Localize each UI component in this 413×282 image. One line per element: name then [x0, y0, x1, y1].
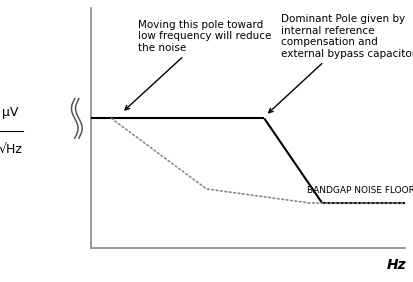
Text: BANDGAP NOISE FLOOR: BANDGAP NOISE FLOOR: [307, 186, 413, 195]
Text: Moving this pole toward
low frequency will reduce
the noise: Moving this pole toward low frequency wi…: [125, 20, 272, 110]
Text: μV: μV: [2, 106, 19, 119]
Text: Hz: Hz: [387, 258, 407, 272]
Text: Dominant Pole given by
internal reference
compensation and
external bypass capac: Dominant Pole given by internal referenc…: [269, 14, 413, 113]
Text: √Hz: √Hz: [0, 143, 22, 156]
